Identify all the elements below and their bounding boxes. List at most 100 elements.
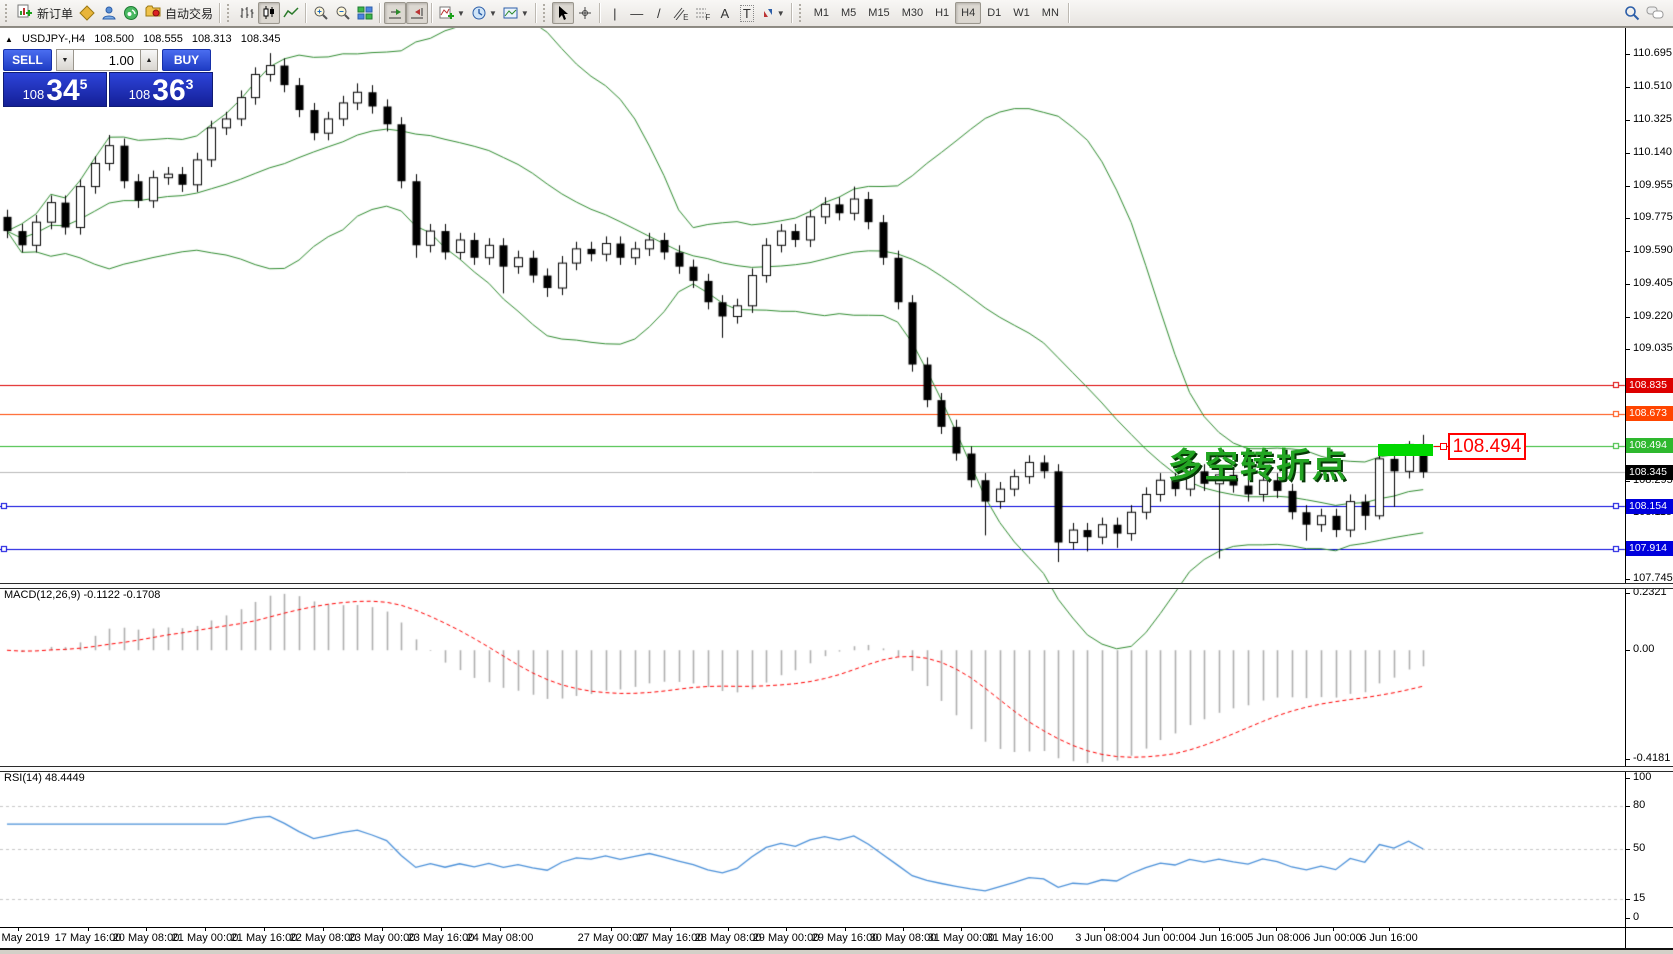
open-value: 108.500 (94, 33, 134, 45)
rsi-scale-tick: 80 (1633, 799, 1646, 811)
time-label: 23 May 16:00 (407, 932, 475, 944)
rsi-scale-tick-tickmark (1626, 899, 1630, 900)
time-tickmark (1219, 928, 1220, 931)
high-value: 108.555 (143, 33, 183, 45)
ohlc-collapse-arrow[interactable]: ▲ (5, 35, 13, 44)
price-tick-tickmark (1626, 481, 1630, 482)
callout-anchor-handle[interactable] (1440, 443, 1447, 450)
rsi-scale-tick: 0 (1633, 911, 1640, 923)
volume-increase-button[interactable]: ▲ (140, 49, 158, 71)
time-label: 31 May 00:00 (927, 932, 995, 944)
time-tickmark (1389, 928, 1390, 931)
time-label: 4 Jun 00:00 (1133, 932, 1191, 944)
price-level-badge: 108.494 (1626, 438, 1673, 453)
price-level-badge: 108.154 (1626, 499, 1673, 514)
price-tick-tickmark (1626, 186, 1630, 187)
time-tickmark (500, 928, 501, 931)
time-label: 28 May 08:00 (694, 932, 762, 944)
price-level-badge: 108.345 (1626, 465, 1673, 480)
time-tickmark (382, 928, 383, 931)
time-tickmark (903, 928, 904, 931)
time-tickmark (264, 928, 265, 931)
macd-scale-tick: -0.4181 (1633, 752, 1671, 764)
macd-scale-tick-tickmark (1626, 759, 1630, 760)
time-label: 21 May 16:00 (230, 932, 298, 944)
price-tick: 109.220 (1633, 310, 1673, 322)
volume-input[interactable] (74, 49, 140, 71)
time-tickmark (1333, 928, 1334, 931)
time-label: 17 May 16:00 (54, 932, 122, 944)
rsi-scale-tick-tickmark (1626, 778, 1630, 779)
chart-top-border (0, 27, 1673, 28)
macd-scale-tick-tickmark (1626, 593, 1630, 594)
sell-price-big: 34 (46, 74, 80, 107)
time-label: 29 May 00:00 (752, 932, 820, 944)
highlight-rectangle[interactable] (1378, 444, 1433, 456)
time-label: 20 May 08:00 (112, 932, 180, 944)
time-tickmark (786, 928, 787, 931)
window-bottom-strip (0, 950, 1673, 954)
close-value: 108.345 (240, 33, 281, 45)
time-tickmark (441, 928, 442, 931)
time-label: 17 May 2019 (0, 932, 50, 944)
rsi-scale-tick-tickmark (1626, 806, 1630, 807)
price-tick-tickmark (1626, 579, 1630, 580)
time-tickmark (88, 928, 89, 931)
time-label: 4 Jun 16:00 (1190, 932, 1248, 944)
time-label: 30 May 08:00 (869, 932, 937, 944)
volume-decrease-button[interactable]: ▼ (56, 49, 74, 71)
sell-button[interactable]: SELL (3, 49, 52, 71)
time-tickmark (611, 928, 612, 931)
time-tickmark (670, 928, 671, 931)
price-tick-tickmark (1626, 284, 1630, 285)
price-tick-tickmark (1626, 120, 1630, 121)
price-tick: 109.590 (1633, 244, 1673, 256)
time-tickmark (323, 928, 324, 931)
time-tickmark (1162, 928, 1163, 931)
price-tick-tickmark (1626, 251, 1630, 252)
price-level-badge: 108.835 (1626, 378, 1673, 393)
time-label: 6 Jun 16:00 (1360, 932, 1418, 944)
time-tickmark (1276, 928, 1277, 931)
price-tick: 107.745 (1633, 572, 1673, 584)
price-tick-tickmark (1626, 54, 1630, 55)
price-tick: 109.955 (1633, 179, 1673, 191)
low-value: 108.313 (191, 33, 232, 45)
price-scale-border (1625, 28, 1626, 948)
price-level-badge: 108.673 (1626, 406, 1673, 421)
time-label: 24 May 08:00 (466, 932, 534, 944)
buy-price-display[interactable]: 108 36 3 (109, 72, 213, 107)
time-tickmark (205, 928, 206, 931)
time-tickmark (845, 928, 846, 931)
buy-price-sup: 3 (185, 76, 194, 92)
price-level-badge: 107.914 (1626, 541, 1673, 556)
sell-price-prefix: 108 (22, 87, 45, 102)
time-label: 3 Jun 08:00 (1075, 932, 1133, 944)
ohlc-header: ▲ USDJPY-,H4 108.500 108.555 108.313 108… (5, 33, 286, 45)
price-tick-tickmark (1626, 349, 1630, 350)
price-callout-label[interactable]: 108.494 (1448, 433, 1526, 460)
rsi-scale-tick: 15 (1633, 892, 1646, 904)
window-bottom-border (0, 948, 1673, 950)
buy-button[interactable]: BUY (162, 49, 211, 71)
rsi-pane-label: RSI(14) 48.4449 (4, 772, 85, 784)
sell-price-display[interactable]: 108 34 5 (3, 72, 107, 107)
price-tick-tickmark (1626, 87, 1630, 88)
rsi-scale-tick: 50 (1633, 842, 1646, 854)
time-tickmark (1104, 928, 1105, 931)
macd-scale-tick: 0.2321 (1633, 586, 1667, 598)
time-tickmark (18, 928, 19, 931)
rsi-scale-tick-tickmark (1626, 849, 1630, 850)
time-label: 6 Jun 00:00 (1304, 932, 1362, 944)
chart-text-annotation[interactable]: 多空转折点 (1168, 447, 1348, 485)
one-click-trading-panel: SELL ▼ ▲ BUY 108 34 5 108 36 3 (3, 49, 215, 107)
price-tick: 110.140 (1633, 146, 1672, 158)
pane-splitter-macd[interactable] (0, 583, 1673, 589)
pane-splitter-rsi[interactable] (0, 766, 1673, 772)
sell-price-sup: 5 (79, 76, 88, 92)
price-tick: 109.035 (1633, 342, 1673, 354)
time-tickmark (1020, 928, 1021, 931)
